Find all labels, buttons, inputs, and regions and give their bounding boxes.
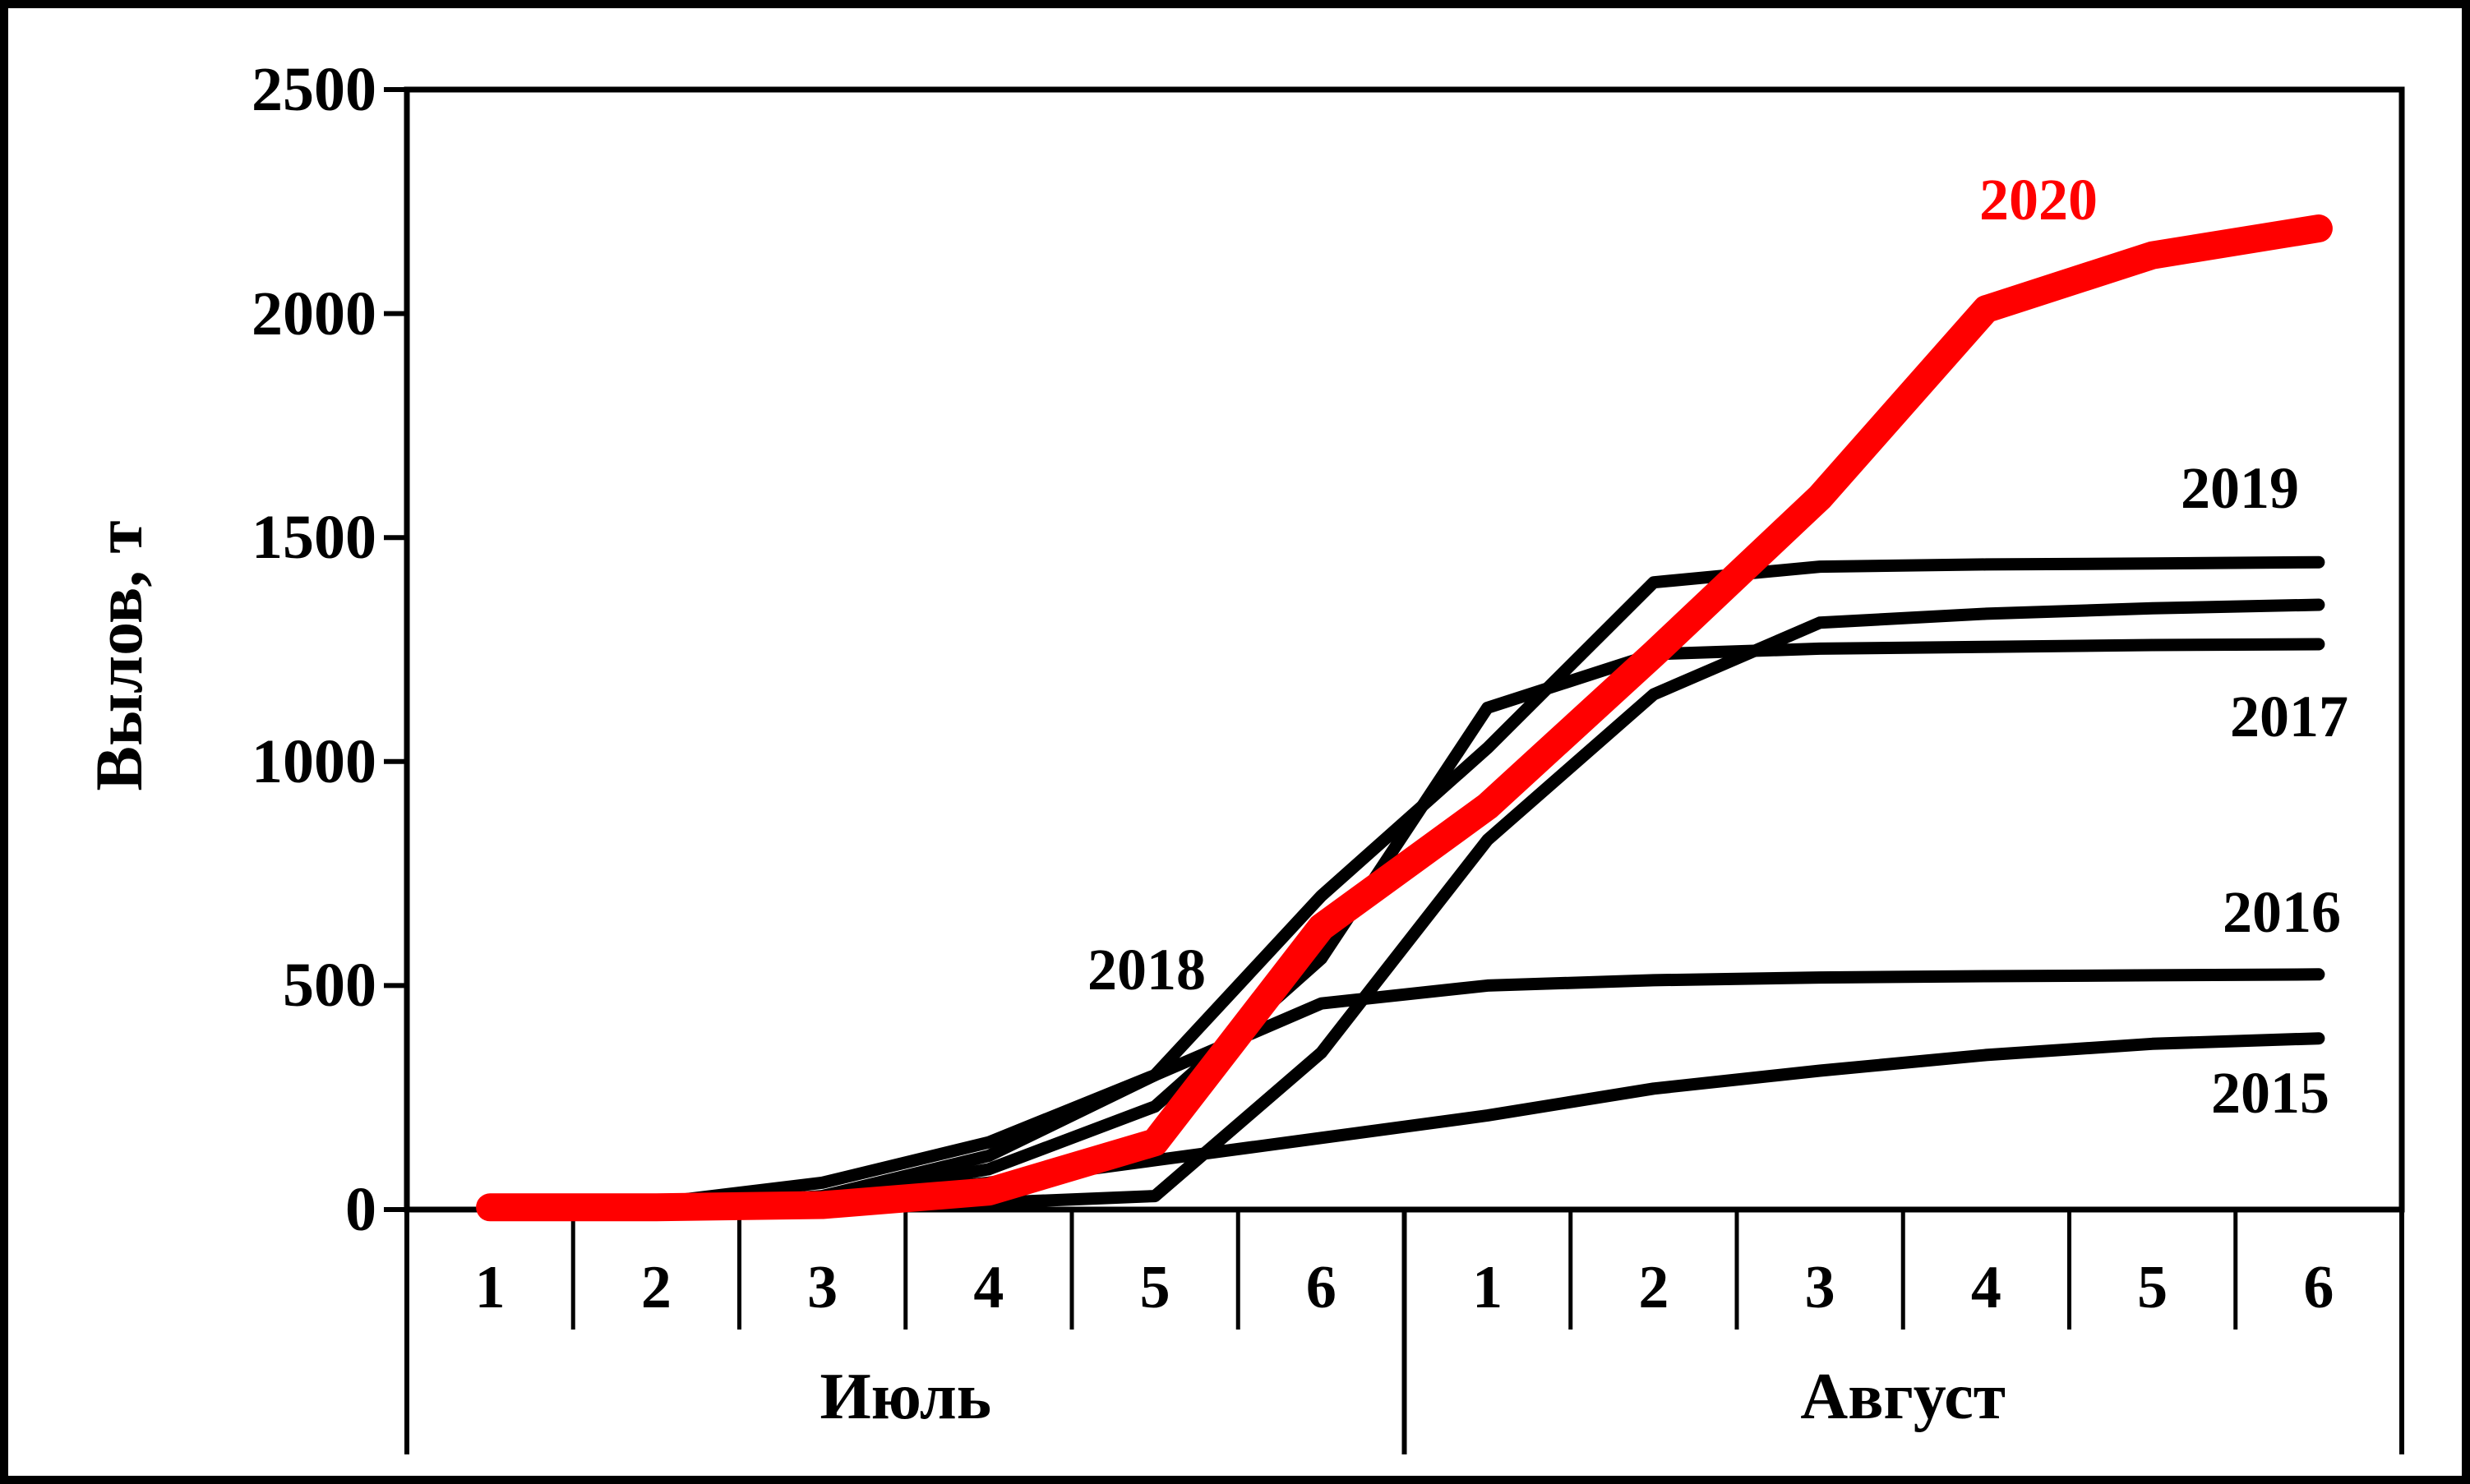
series-label-2018: 2018: [1087, 937, 1206, 1002]
series-line-2018: [483, 598, 2325, 1216]
y-tick-label: 2500: [252, 55, 376, 124]
series-label-2017: 2017: [2230, 684, 2348, 749]
y-tick-label: 1000: [252, 726, 376, 796]
x-tick-label: 4: [1970, 1254, 2001, 1321]
x-tick-label: 3: [807, 1254, 838, 1321]
series-line-2020: [476, 214, 2333, 1222]
series-label-2020: 2020: [1979, 167, 2098, 233]
x-tick-label: 2: [640, 1254, 672, 1321]
plot-area: [384, 86, 2405, 1454]
y-tick-label: 500: [283, 951, 376, 1021]
month-label-июль: Июль: [819, 1361, 992, 1433]
x-tick-label: 1: [474, 1254, 506, 1321]
x-tick-label: 5: [2137, 1254, 2168, 1321]
x-tick-label: 2: [1638, 1254, 1669, 1321]
y-tick-label: 0: [345, 1175, 376, 1244]
series-line-2016: [483, 968, 2325, 1214]
x-tick-label: 4: [973, 1254, 1004, 1321]
month-label-август: Август: [1800, 1361, 2006, 1433]
x-tick-label: 5: [1139, 1254, 1170, 1321]
x-tick-label: 1: [1472, 1254, 1503, 1321]
y-tick-label: 2000: [252, 279, 376, 348]
x-tick-label: 6: [1305, 1254, 1337, 1321]
series-line-2019: [483, 555, 2325, 1216]
series-label-2015: 2015: [2211, 1060, 2329, 1126]
series-label-2019: 2019: [2181, 455, 2299, 521]
series-label-2016: 2016: [2223, 879, 2341, 945]
x-tick-label: 3: [1804, 1254, 1835, 1321]
x-tick-label: 6: [2303, 1254, 2334, 1321]
y-tick-label: 1500: [252, 503, 376, 573]
